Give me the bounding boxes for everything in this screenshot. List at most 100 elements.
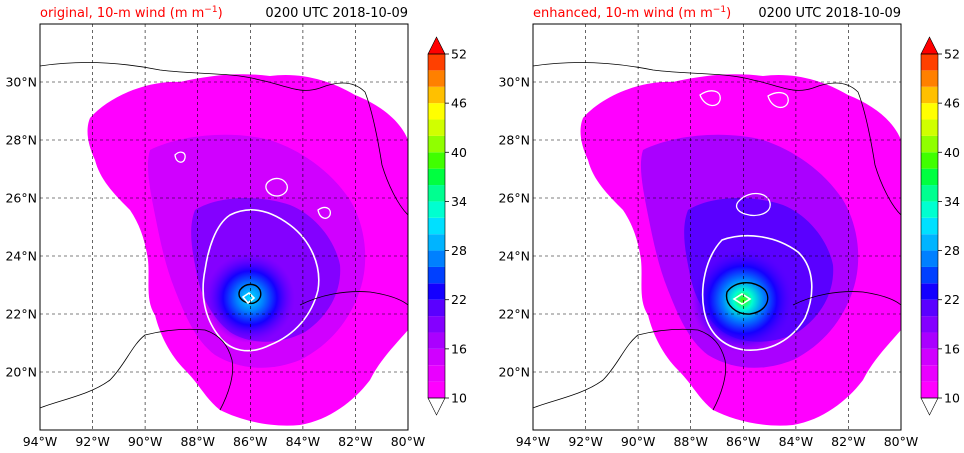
xtick-label: 92°W — [568, 434, 603, 449]
colorbar-bin — [921, 54, 938, 71]
axes-frame-enhanced — [532, 23, 902, 431]
colorbar-bin — [921, 283, 938, 300]
colorbar-bin — [428, 365, 445, 382]
yticks-enhanced: 20°N 22°N 24°N 26°N 28°N 30°N — [498, 75, 530, 380]
ytick-label: 20°N — [5, 365, 37, 380]
colorbar-bin — [428, 217, 445, 235]
colorbar-tick-label: 22 — [944, 292, 960, 307]
colorbar-bin — [921, 299, 938, 317]
colorbar-original: 10 16 22 28 34 40 46 52 — [427, 36, 467, 416]
colorbar-bin — [921, 86, 938, 104]
colorbar-bin — [428, 185, 445, 202]
colorbar-bin — [428, 348, 445, 366]
contour-black-core — [238, 283, 262, 305]
coastline-cuba — [299, 291, 408, 306]
colorbar-bin — [921, 348, 938, 366]
ytick-label: 28°N — [5, 133, 37, 148]
colorbar-bin — [428, 135, 445, 153]
colorbar-extend-min — [920, 397, 939, 416]
colorbar-extend-max — [427, 36, 446, 55]
colorbar-tick-label: 52 — [944, 47, 960, 62]
colorbar-bin — [921, 316, 938, 333]
colorbar-bin — [921, 135, 938, 153]
colorbar-bin — [921, 168, 938, 186]
ytick-label: 26°N — [5, 191, 37, 206]
colorbar-bin — [921, 266, 938, 284]
colorbar-bin — [428, 234, 445, 251]
xtick-label: 86°W — [233, 434, 268, 449]
colorbar-tick-label: 16 — [451, 341, 467, 356]
colorbar-bin — [921, 185, 938, 202]
colorbar-tick-label: 10 — [451, 391, 467, 406]
colorbar-tick-label: 22 — [451, 292, 467, 307]
colorbar-tick-label: 46 — [944, 96, 960, 111]
contour-black-core — [725, 282, 769, 315]
colorbar-bin — [428, 86, 445, 104]
panel-original: original, 10-m wind (m m−1) 0200 UTC 201… — [5, 5, 466, 449]
xtick-label: 80°W — [391, 434, 426, 449]
ytick-label: 20°N — [498, 365, 530, 380]
ytick-label: 22°N — [5, 307, 37, 322]
colorbar-bin — [921, 152, 938, 169]
storm-core — [205, 253, 295, 343]
xtick-label: 86°W — [726, 434, 761, 449]
colorbar-extend-max — [920, 36, 939, 55]
colorbar-bin — [428, 283, 445, 300]
panel-time-original: 0200 UTC 2018-10-09 — [265, 6, 408, 21]
coastline-yucatan — [533, 328, 727, 411]
xtick-label: 92°W — [75, 434, 110, 449]
colorbar-tick-label: 52 — [451, 47, 467, 62]
colorbar-tick-label: 40 — [944, 145, 960, 160]
xtick-label: 88°W — [673, 434, 708, 449]
xticks-original: 94°W 92°W 90°W 88°W 86°W 84°W 82°W 80°W — [23, 434, 426, 449]
yticks-original: 20°N 22°N 24°N 26°N 28°N 30°N — [5, 75, 37, 380]
colorbar-tick-label: 34 — [944, 194, 960, 209]
map-original — [40, 24, 408, 430]
colorbar-bin — [428, 103, 445, 120]
axes-frame-original — [39, 23, 409, 431]
colorbar-tick-label: 40 — [451, 145, 467, 160]
colorbar-bin — [921, 365, 938, 382]
colorbar-tick-label: 34 — [451, 194, 467, 209]
colorbar-bin — [428, 381, 445, 398]
colorbar-extend-min — [427, 397, 446, 416]
panel-title-original: original, 10-m wind (m m−1) — [40, 5, 223, 21]
colorbar-enhanced: 10 16 22 28 34 40 46 52 — [920, 36, 960, 416]
eye-white — [241, 291, 256, 305]
panel-time-enhanced: 0200 UTC 2018-10-09 — [758, 6, 901, 21]
colorbar-bin — [921, 201, 938, 218]
colorbar-bin — [428, 316, 445, 333]
colorbar-bin — [921, 103, 938, 120]
colorbar-bin — [428, 168, 445, 186]
colorbar-bin — [921, 70, 938, 87]
colorbar-bin — [921, 217, 938, 235]
coastline-yucatan — [40, 328, 234, 411]
colorbar-tick-label: 46 — [451, 96, 467, 111]
colorbar-tick-label: 28 — [944, 243, 960, 258]
xtick-label: 90°W — [128, 434, 163, 449]
contour-white-outer — [701, 235, 813, 351]
xtick-label: 82°W — [338, 434, 373, 449]
map-enhanced — [533, 24, 901, 430]
colorbar-bin — [921, 119, 938, 136]
colorbar-bin — [428, 152, 445, 169]
ytick-label: 22°N — [498, 307, 530, 322]
panel-enhanced: enhanced, 10-m wind (m m−1) 0200 UTC 201… — [498, 5, 959, 449]
contour-white-outer — [202, 209, 320, 352]
colorbar-bin — [428, 54, 445, 71]
xtick-label: 80°W — [884, 434, 919, 449]
colorbar-tick-label: 28 — [451, 243, 467, 258]
coastline-cuba — [792, 291, 901, 306]
colorbar-tick-label: 16 — [944, 341, 960, 356]
panel-title-enhanced: enhanced, 10-m wind (m m−1) — [533, 5, 731, 21]
contour-white-small — [699, 90, 789, 217]
colorbar-bin — [428, 266, 445, 284]
xticks-enhanced: 94°W 92°W 90°W 88°W 86°W 84°W 82°W 80°W — [516, 434, 919, 449]
xtick-label: 84°W — [779, 434, 814, 449]
colorbar-bin — [921, 381, 938, 398]
colorbar-bin — [921, 234, 938, 251]
colorbar-bin — [428, 299, 445, 317]
colorbar-frame — [427, 53, 446, 399]
xtick-label: 94°W — [516, 434, 551, 449]
